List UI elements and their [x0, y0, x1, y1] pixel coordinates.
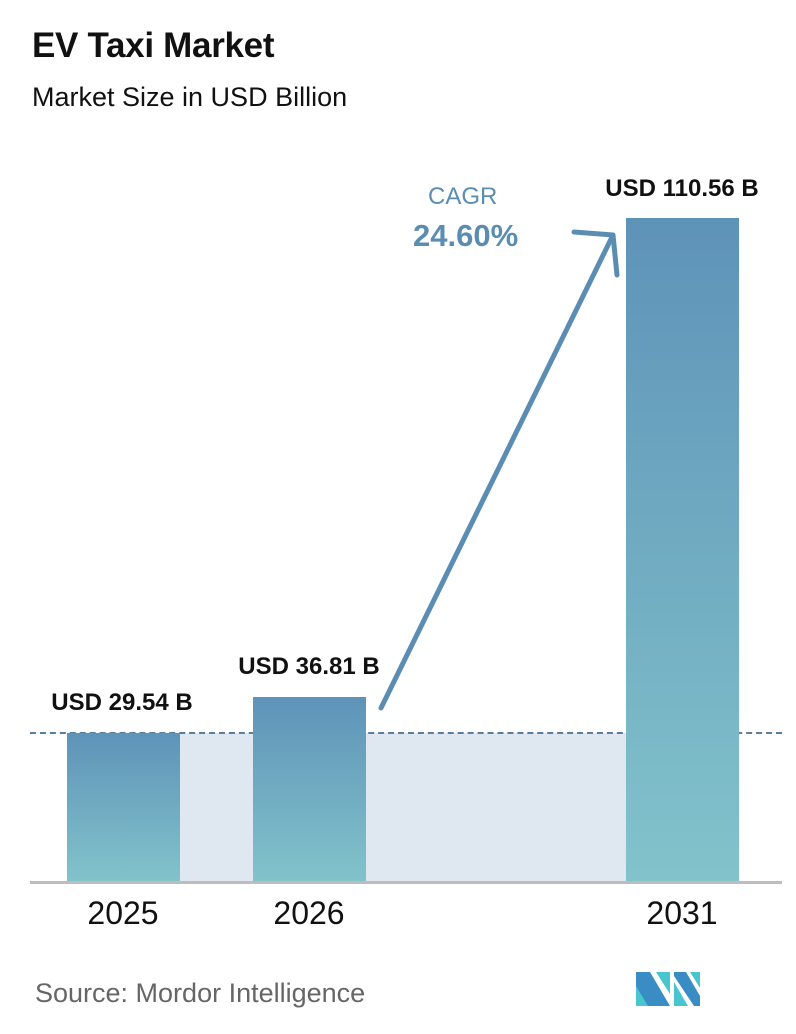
- bar-value-label: USD 110.56 B: [605, 175, 759, 202]
- x-tick-label: 2031: [646, 895, 718, 931]
- bar-2026: [253, 697, 366, 882]
- bar-value-label: USD 29.54 B: [51, 689, 193, 716]
- bar-value-label: USD 36.81 B: [238, 653, 380, 680]
- x-tick-label: 2025: [87, 895, 159, 931]
- chart-subtitle: Market Size in USD Billion: [32, 82, 348, 112]
- bar-2025: [67, 733, 180, 882]
- x-axis-baseline: [30, 881, 782, 884]
- bar-2031: [626, 218, 739, 882]
- x-tick-label: 2026: [273, 895, 345, 931]
- reference-dashed-line: [30, 732, 782, 734]
- cagr-label: CAGR: [428, 183, 498, 210]
- source-text: Source: Mordor Intelligence: [35, 978, 366, 1008]
- cagr-value: 24.60%: [413, 218, 519, 253]
- chart-title: EV Taxi Market: [32, 26, 275, 65]
- mordor-logo-icon: [636, 972, 700, 1006]
